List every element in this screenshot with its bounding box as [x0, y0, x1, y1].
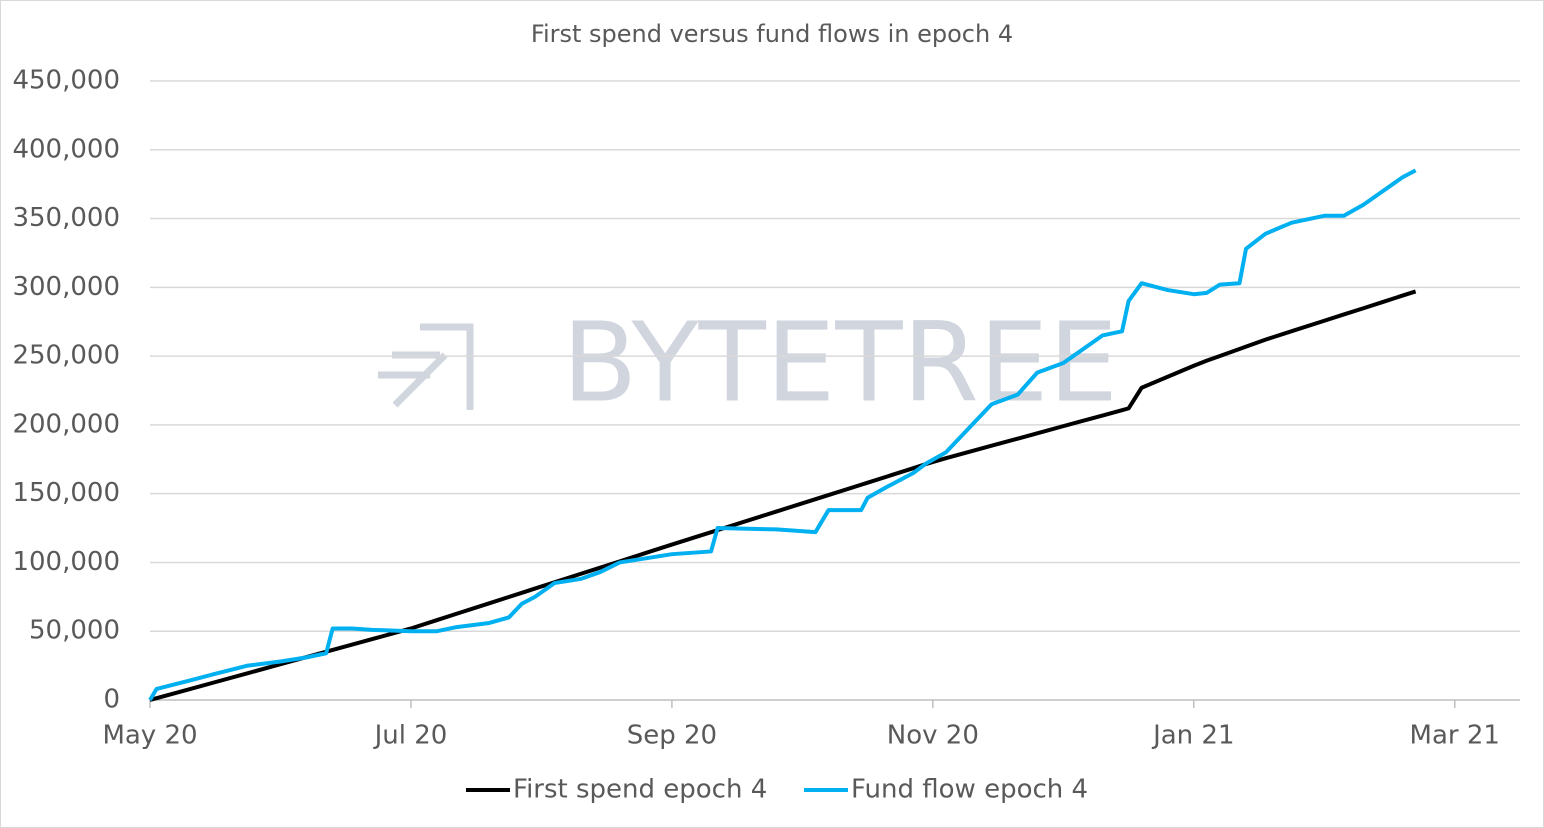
y-tick-label: 250,000: [12, 341, 120, 371]
y-tick-label: 50,000: [29, 616, 120, 646]
watermark: BYTETREE: [562, 298, 1118, 426]
line-series: [149, 289, 1417, 702]
y-tick-label: 200,000: [12, 409, 120, 439]
x-tick-label: Sep 20: [627, 721, 717, 751]
y-tick-label: 400,000: [12, 134, 120, 164]
x-tick-label: Jul 20: [373, 721, 448, 751]
x-tick-label: Jan 21: [1151, 721, 1234, 751]
y-tick-label: 100,000: [12, 547, 120, 577]
watermark-icon: [378, 323, 474, 410]
line-series: [148, 168, 1417, 702]
x-tick-label: May 20: [102, 721, 197, 751]
y-tick-label: 300,000: [12, 272, 120, 302]
y-tick-label: 450,000: [12, 66, 120, 96]
legend-label: First spend epoch 4: [513, 775, 767, 805]
y-tick-label: 150,000: [12, 478, 120, 508]
legend-label: Fund flow epoch 4: [851, 775, 1088, 805]
x-tick-label: Nov 20: [887, 721, 979, 751]
y-tick-label: 0: [103, 685, 120, 715]
y-tick-label: 350,000: [12, 203, 120, 233]
chart-title: First spend versus fund flows in epoch 4: [531, 20, 1013, 48]
x-tick-label: Mar 21: [1410, 721, 1500, 751]
